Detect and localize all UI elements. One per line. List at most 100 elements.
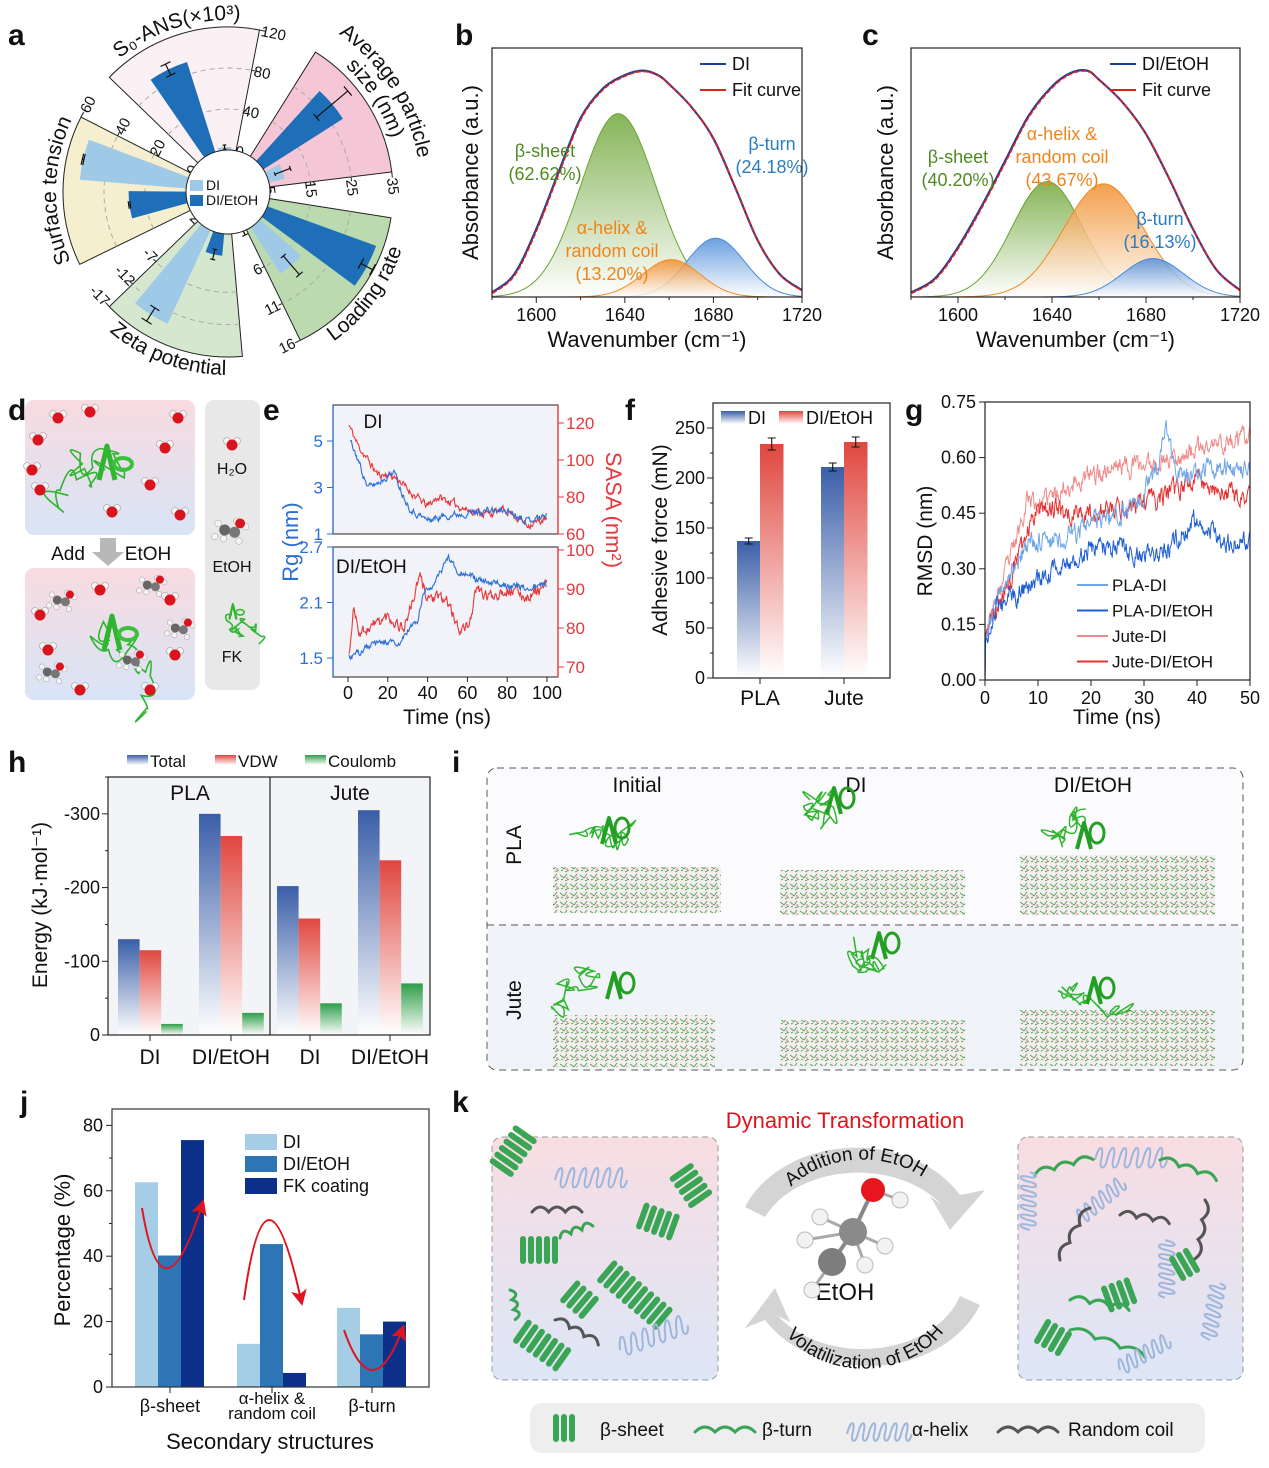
hydrogen-atom: [118, 651, 125, 658]
oxygen-atom: [26, 464, 38, 476]
sasa-line: [348, 572, 548, 654]
random-coil-icon: [1193, 1198, 1210, 1261]
error-cap: [166, 72, 176, 78]
category-label: DI/EtOH: [192, 1046, 270, 1069]
strand: [526, 1328, 545, 1353]
trend-arrow-beta-turn: [343, 1324, 406, 1371]
hydrogen-atom: [143, 589, 150, 596]
strand: [494, 1151, 519, 1171]
carbon-atom: [219, 524, 231, 536]
side-label: FK: [222, 649, 243, 666]
carbon-atom: [130, 657, 140, 667]
legend-box: [530, 1403, 1205, 1453]
error-cap: [343, 85, 353, 96]
error-cap: [129, 200, 132, 209]
bar-di-etoh: [260, 1244, 283, 1387]
tick: [251, 69, 256, 72]
y-tick-label: -300: [64, 804, 100, 824]
strand: [1123, 1277, 1138, 1305]
bar-total: [118, 939, 140, 1035]
panel-b-spectrum: β-sheet (62.62%) β-turn (24.18%) α-helix & ra…: [458, 47, 822, 352]
legend-swatch: [245, 1156, 277, 1172]
panel-h-energy: 0 -100 -200 -300 DI DI/EtOH DI DI/EtOH PLA Jute En…: [29, 752, 431, 1069]
helix-coil: [117, 626, 139, 642]
x-tick-label: 1640: [605, 305, 645, 325]
hydrogen-atom: [43, 676, 50, 683]
helix-coil: [235, 608, 246, 616]
hydrogen-atom: [876, 1237, 894, 1255]
strand: [528, 1236, 534, 1264]
panel-a-radial-chart: 04080120S₀-ANS(×10³)5152535Average parti…: [38, 2, 436, 380]
panel-d-illustration: H₂O EtOH FK: [23, 400, 266, 723]
helix-coil: [1088, 821, 1106, 845]
protein-ribbon: [802, 787, 838, 830]
error-cap: [209, 258, 216, 261]
legend-label: PLA-DI: [1112, 576, 1167, 595]
tick: [105, 302, 110, 307]
subplot-1: 1.5 2.1 2.7 70 80 90 100 DI/EtOH: [299, 538, 594, 678]
figure-content: 04080120S₀-ANS(×10³)5152535Average parti…: [23, 2, 1260, 1454]
folded-state-box: [489, 1125, 719, 1381]
strand: [651, 1208, 665, 1235]
beta-sheet-icon: [1169, 1247, 1200, 1282]
tick-label: 60: [77, 93, 100, 116]
error-bar: [282, 255, 300, 276]
ethanol-molecule-icon: [796, 1178, 909, 1299]
error-cap: [357, 258, 365, 269]
carbon-atom: [60, 597, 70, 607]
hydrogen-atom: [38, 663, 45, 670]
legend-label: Jute-DI: [1112, 627, 1167, 646]
strand: [503, 1138, 528, 1158]
strand: [627, 1286, 649, 1310]
carbon-atom: [170, 623, 180, 633]
trend-arrow-beta-sheet: [141, 1199, 207, 1270]
x-tick-label: 40: [418, 683, 438, 703]
strand: [678, 1176, 703, 1195]
error-cap: [313, 113, 320, 122]
hydrogen-atom: [220, 535, 228, 543]
plot-frame: [712, 402, 891, 679]
alpha-helix-icon: [554, 1167, 628, 1189]
tick: [80, 111, 85, 118]
bar-di-etoh: [205, 231, 225, 256]
grid-arc: [167, 108, 244, 135]
x-tick-label: 1680: [1126, 305, 1166, 325]
error-cap: [80, 153, 85, 165]
strand: [669, 1163, 694, 1182]
bar-di-etoh: [360, 1334, 383, 1387]
surface-slab: [780, 1020, 965, 1066]
sasa-tick-label: 80: [566, 619, 585, 638]
beta-turn-icon: [1158, 1156, 1218, 1183]
tick: [278, 302, 283, 306]
random-coil-icon: [1057, 1206, 1092, 1262]
tick-label: 40: [241, 103, 261, 123]
surface-slab: [1020, 1010, 1215, 1066]
strand: [652, 1306, 673, 1330]
legend-swatch: [779, 411, 803, 424]
component-label: (16.13%): [1123, 232, 1196, 252]
series-jute-di: [984, 425, 1251, 681]
y-axis-title: Absorbance (a.u.): [458, 85, 483, 260]
radial-sector-0: 04080120S₀-ANS(×10³): [108, 2, 287, 164]
radial-sector-2: 161116Loading rate: [236, 197, 407, 358]
beta-sheet-arrow: [605, 971, 623, 1000]
sasa-tick-label: 120: [566, 414, 594, 433]
error-cap: [369, 263, 377, 276]
sasa-tick-label: 80: [566, 488, 585, 507]
panel-label-h: h: [8, 746, 26, 779]
legend-label: DI: [748, 408, 766, 428]
column-title: DI: [846, 774, 867, 797]
hydrogen-atom: [66, 606, 72, 612]
legend-swatch: [721, 411, 745, 424]
oxygen-atom: [84, 406, 96, 418]
x-tick-label: 1640: [1032, 305, 1072, 325]
surface-slab: [553, 1015, 715, 1067]
strand: [643, 1205, 658, 1233]
legend-label: β-sheet: [600, 1420, 664, 1441]
hydrogen-atom: [136, 587, 143, 594]
oxygen-atom: [55, 662, 64, 671]
plot-frame: [491, 47, 803, 298]
strand: [552, 1347, 572, 1372]
y-tick-label: 150: [675, 518, 705, 538]
